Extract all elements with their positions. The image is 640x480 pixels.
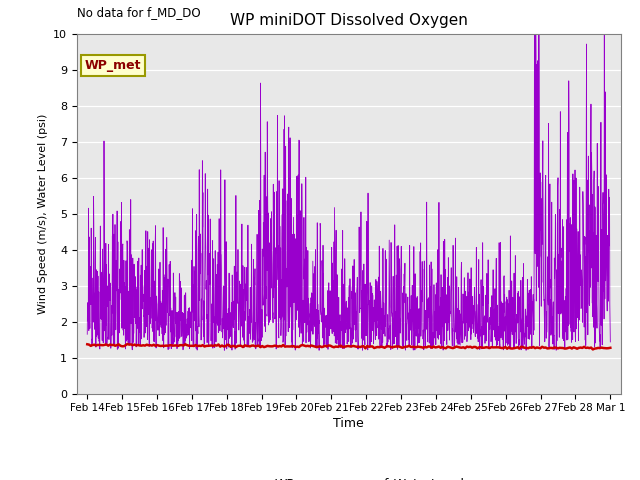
Y-axis label: Wind Speed (m/s), Water Level (psi): Wind Speed (m/s), Water Level (psi) <box>38 113 47 314</box>
Title: WP miniDOT Dissolved Oxygen: WP miniDOT Dissolved Oxygen <box>230 13 468 28</box>
Text: No data for f_MD_DO: No data for f_MD_DO <box>77 6 200 19</box>
Legend: WP_ws, f_WaterLevel: WP_ws, f_WaterLevel <box>228 472 470 480</box>
X-axis label: Time: Time <box>333 418 364 431</box>
Text: WP_met: WP_met <box>85 59 141 72</box>
